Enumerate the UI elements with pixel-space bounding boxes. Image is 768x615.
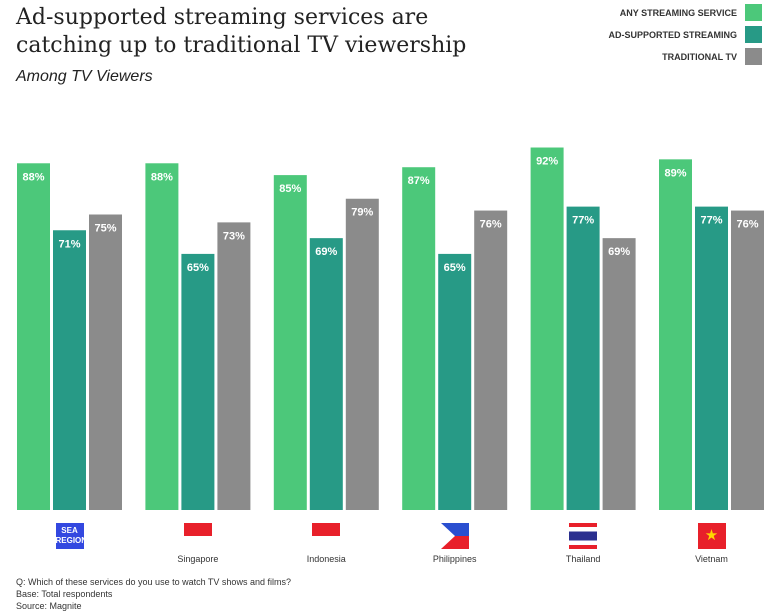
data-label: 88% [22, 171, 44, 183]
data-label: 92% [536, 156, 558, 168]
bar [602, 238, 636, 510]
singapore-flag-icon [183, 523, 212, 549]
bar [309, 238, 343, 510]
data-label: 75% [94, 223, 116, 235]
data-label: 76% [480, 219, 502, 231]
philippines-flag-icon [440, 523, 469, 549]
data-label: 65% [187, 262, 209, 274]
legend-swatch [745, 48, 762, 65]
bar [273, 175, 307, 510]
sea-region-badge: SEA REGION [55, 523, 87, 549]
bar [345, 198, 379, 511]
footnote-base: Base: Total respondents [16, 589, 113, 599]
data-label: 77% [700, 215, 722, 227]
bar [17, 163, 50, 510]
bar [181, 253, 215, 510]
legend-item: TRADITIONAL TV [662, 48, 762, 65]
data-label: 88% [151, 171, 173, 183]
data-label: 76% [736, 219, 758, 231]
legend-item: ANY STREAMING SERVICE [620, 4, 762, 21]
bar [53, 230, 86, 510]
legend-swatch [745, 26, 762, 43]
thailand-flag-icon [569, 523, 598, 549]
data-label: 77% [572, 215, 594, 227]
bar [145, 163, 179, 510]
footnote-question: Q: Which of these services do you use to… [16, 577, 291, 587]
data-label: 73% [223, 230, 245, 242]
chart-subtitle: Among TV Viewers [16, 68, 153, 85]
category-label: Vietnam [695, 554, 728, 564]
category-label: Philippines [432, 554, 477, 564]
bar [474, 210, 508, 510]
legend-label: AD-SUPPORTED STREAMING [608, 29, 737, 40]
data-label: 87% [408, 175, 430, 187]
bar [659, 159, 692, 510]
data-label: 89% [664, 167, 686, 179]
bar [530, 147, 564, 510]
indonesia-flag-icon [312, 523, 341, 549]
category-label: Indonesia [306, 554, 346, 564]
bar [217, 222, 251, 510]
footnote: Q: Which of these services do you use to… [16, 576, 291, 612]
footnote-source: Source: Magnite [16, 601, 82, 611]
bar [695, 206, 728, 510]
bar [438, 253, 472, 510]
legend-label: TRADITIONAL TV [662, 51, 737, 62]
data-label: 79% [351, 207, 373, 219]
data-label: 69% [608, 246, 630, 258]
legend-swatch [745, 4, 762, 21]
data-label: 71% [58, 238, 80, 250]
data-label: 69% [315, 246, 337, 258]
bar [402, 167, 436, 510]
data-label: 85% [279, 183, 301, 195]
vietnam-flag-icon: ★ [697, 523, 726, 549]
category-label: Thailand [565, 554, 601, 564]
legend-item: AD-SUPPORTED STREAMING [608, 26, 762, 43]
bar [566, 206, 600, 510]
legend-label: ANY STREAMING SERVICE [619, 7, 737, 18]
bar [731, 210, 764, 510]
category-label: Singapore [177, 554, 219, 564]
bar [89, 214, 122, 510]
chart-title: Ad-supported streaming services are catc… [16, 5, 467, 58]
data-label: 65% [444, 262, 466, 274]
